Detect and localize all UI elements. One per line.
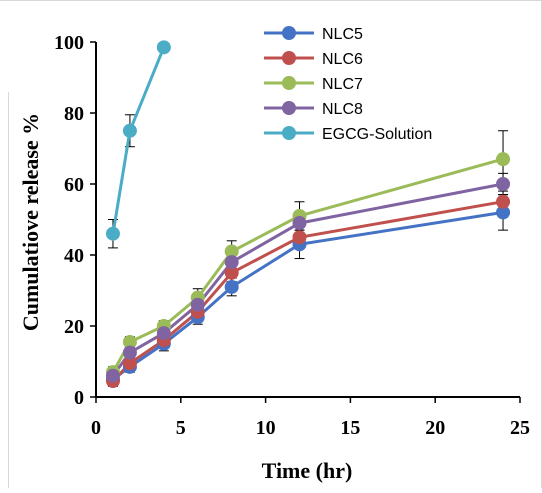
nlc8-data-point — [292, 216, 307, 231]
x-tick-label: 10 — [256, 417, 276, 439]
x-tick-label: 15 — [340, 417, 360, 439]
nlc6-legend-label: NLC6 — [322, 51, 363, 68]
nlc5-series-line — [112, 210, 504, 381]
nlc6-legend-marker — [282, 51, 296, 65]
nlc8-data-point — [496, 177, 511, 191]
nlc7-data-point — [496, 152, 511, 167]
y-tick-label: 80 — [64, 103, 84, 125]
nlc5-data-point — [496, 205, 511, 220]
nlc8-data-point — [156, 326, 171, 341]
nlc7-legend-marker — [282, 76, 296, 90]
x-tick-label: 0 — [91, 417, 101, 439]
egcg-solution-series-line — [111, 46, 166, 234]
nlc8-data-point — [224, 255, 239, 270]
nlc7-data-point — [122, 334, 137, 349]
nlc6-data-point — [292, 230, 307, 245]
nlc8-data-point — [105, 368, 120, 383]
nlc6-data-point — [122, 356, 137, 371]
y-tick-label: 0 — [74, 387, 84, 409]
egcg-solution-legend-marker — [282, 126, 296, 140]
nlc7-series-line — [111, 157, 504, 373]
legend: NLC5 NLC6 NLC7 NLC8 EGCG-Solution — [264, 26, 432, 143]
series-lines-layer — [111, 46, 504, 383]
nlc5-data-point — [224, 279, 239, 294]
y-tick-label: 40 — [64, 245, 84, 267]
nlc7-legend-label: NLC7 — [322, 76, 363, 93]
x-tick-label: 5 — [176, 417, 186, 439]
axes-layer: 0 5 10 15 20 25 0 20 40 60 80 100 — [54, 32, 530, 439]
nlc6-data-point — [496, 194, 511, 209]
nlc8-data-point — [190, 297, 205, 312]
nlc5-legend-label: NLC5 — [322, 26, 363, 43]
nlc6-series-line — [111, 200, 504, 383]
egcg-solution-data-point — [122, 123, 137, 138]
y-tick-label: 100 — [54, 32, 84, 54]
nlc5-legend-marker — [282, 26, 296, 40]
nlc8-legend-marker — [282, 101, 296, 115]
data-points-layer — [105, 40, 511, 389]
frame-left-border — [8, 92, 9, 488]
nlc8-legend-label: NLC8 — [322, 101, 363, 118]
nlc6-data-point — [224, 265, 239, 280]
nlc7-data-point — [224, 244, 239, 259]
x-tick-label: 25 — [510, 417, 530, 439]
x-axis-title: Time (hr) — [262, 458, 353, 483]
y-tick-label: 20 — [64, 316, 84, 338]
y-axis-title: Cumulatiove release % — [18, 113, 43, 331]
nlc8-data-point — [122, 345, 137, 360]
egcg-solution-data-point — [105, 226, 120, 241]
egcg-solution-data-point — [156, 40, 171, 55]
x-tick-label: 20 — [425, 417, 445, 439]
frame-top-border — [0, 0, 542, 1]
y-tick-label: 60 — [64, 174, 84, 196]
egcg-solution-legend-label: EGCG-Solution — [322, 126, 432, 143]
